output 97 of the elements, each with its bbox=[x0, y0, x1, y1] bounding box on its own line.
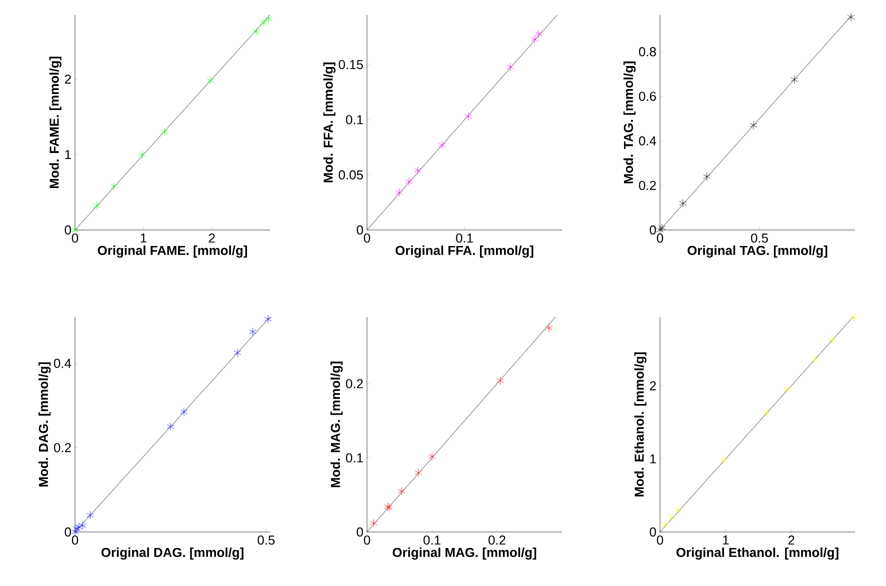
point bbox=[438, 140, 446, 150]
point bbox=[668, 513, 676, 522]
point bbox=[260, 18, 268, 27]
point bbox=[249, 328, 256, 336]
y-tick-label: 0 bbox=[650, 225, 656, 235]
point bbox=[850, 314, 858, 322]
y-tick-label: 0 bbox=[356, 527, 363, 537]
point bbox=[160, 128, 168, 136]
point bbox=[531, 35, 538, 44]
y-tick-label: 0 bbox=[356, 225, 363, 235]
point bbox=[414, 166, 422, 175]
point bbox=[534, 30, 542, 38]
x-axis-title: Original TAG. [mmol/g] bbox=[688, 246, 828, 258]
point bbox=[180, 408, 188, 416]
point bbox=[73, 524, 81, 533]
point bbox=[75, 522, 82, 532]
y-tick-label: 0.2 bbox=[54, 443, 71, 452]
point bbox=[234, 348, 242, 358]
x-tick-label: 0.1 bbox=[456, 234, 473, 243]
point bbox=[138, 150, 146, 159]
y-tick-label: 0.4 bbox=[54, 358, 72, 368]
point bbox=[763, 408, 771, 417]
y-tick-label: 0.05 bbox=[338, 170, 363, 180]
point bbox=[405, 177, 413, 186]
y-tick-label: 1 bbox=[65, 150, 71, 159]
y-axis-title: Mod. FAME. [mmol/g] bbox=[49, 56, 62, 188]
y-tick-label: 2 bbox=[64, 74, 71, 84]
x-axis-title: Original DAG. [mmol/g] bbox=[101, 548, 244, 560]
y-tick-label: 0.2 bbox=[346, 379, 363, 388]
point bbox=[110, 182, 118, 190]
point bbox=[166, 422, 174, 431]
point bbox=[750, 121, 758, 130]
x-tick-label: 1 bbox=[140, 234, 146, 242]
x-tick-label: 0 bbox=[364, 234, 370, 243]
y-tick-label: 2 bbox=[650, 381, 656, 390]
point bbox=[545, 324, 553, 332]
x-axis-title: Original MAG. [mmol/g] bbox=[392, 548, 536, 560]
x-tick-label: 0 bbox=[656, 536, 664, 545]
point bbox=[464, 112, 472, 121]
y-tick-label: 0.6 bbox=[638, 92, 656, 101]
y-axis-title: Mod. FFA. [mmol/g] bbox=[323, 62, 336, 182]
point bbox=[703, 172, 710, 181]
y-tick-label: 0.1 bbox=[346, 453, 363, 462]
point bbox=[662, 520, 669, 529]
y-tick-label: 0 bbox=[64, 225, 71, 235]
point bbox=[496, 376, 504, 385]
x-axis-title: Original Ethanol. [mmol/g] bbox=[676, 548, 838, 560]
point bbox=[370, 518, 378, 528]
point bbox=[71, 528, 79, 536]
y-tick-label: 0.2 bbox=[638, 180, 656, 190]
x-tick-label: 0.5 bbox=[750, 234, 768, 243]
x-tick-label: 1 bbox=[723, 536, 729, 544]
point bbox=[86, 510, 94, 520]
y-tick-label: 0.1 bbox=[346, 115, 363, 124]
x-tick-label: 0 bbox=[72, 234, 78, 243]
x-axis-title: Original FAME. [mmol/g] bbox=[98, 246, 247, 258]
y-tick-label: 1 bbox=[650, 454, 656, 464]
y-axis-title: Mod. Ethanol. [mmol/g] bbox=[634, 352, 646, 496]
point bbox=[679, 199, 687, 208]
y-tick-label: 0.15 bbox=[338, 60, 363, 70]
point bbox=[828, 335, 836, 344]
point bbox=[790, 75, 798, 84]
x-tick-label: 0 bbox=[364, 536, 370, 545]
point bbox=[812, 355, 820, 364]
point bbox=[414, 468, 422, 477]
point bbox=[658, 224, 666, 232]
y-axis-title: Mod. MAG. [mmol/g] bbox=[330, 362, 343, 488]
x-tick-label: 0.1 bbox=[424, 536, 440, 545]
point bbox=[428, 452, 436, 461]
point bbox=[206, 76, 214, 85]
point bbox=[252, 27, 260, 36]
point bbox=[784, 385, 792, 394]
y-axis-title: Mod. DAG. [mmol/g] bbox=[38, 362, 51, 486]
point bbox=[71, 226, 79, 234]
point bbox=[656, 226, 664, 234]
x-tick-label: 2 bbox=[788, 536, 794, 545]
x-tick-label: 0 bbox=[656, 234, 664, 243]
point bbox=[720, 456, 728, 465]
y-tick-label: 0 bbox=[650, 527, 656, 537]
point bbox=[93, 202, 101, 210]
x-tick-label: 0.2 bbox=[488, 536, 506, 545]
y-tick-label: 0.8 bbox=[638, 47, 656, 56]
y-axis-title: Mod. TAG. [mmol/g] bbox=[624, 62, 636, 184]
point bbox=[398, 487, 406, 496]
y-tick-label: 0.4 bbox=[638, 136, 656, 146]
y-tick-label: 0 bbox=[64, 527, 71, 537]
point bbox=[264, 314, 272, 324]
point bbox=[78, 521, 86, 530]
x-tick-label: 0.5 bbox=[258, 536, 275, 545]
point bbox=[506, 62, 514, 72]
point bbox=[264, 14, 272, 23]
point bbox=[847, 13, 855, 22]
point bbox=[674, 506, 682, 514]
x-tick-label: 0 bbox=[72, 536, 78, 545]
point bbox=[396, 188, 403, 197]
x-axis-title: Original FFA. [mmol/g] bbox=[396, 246, 534, 258]
x-tick-label: 2 bbox=[208, 234, 215, 243]
